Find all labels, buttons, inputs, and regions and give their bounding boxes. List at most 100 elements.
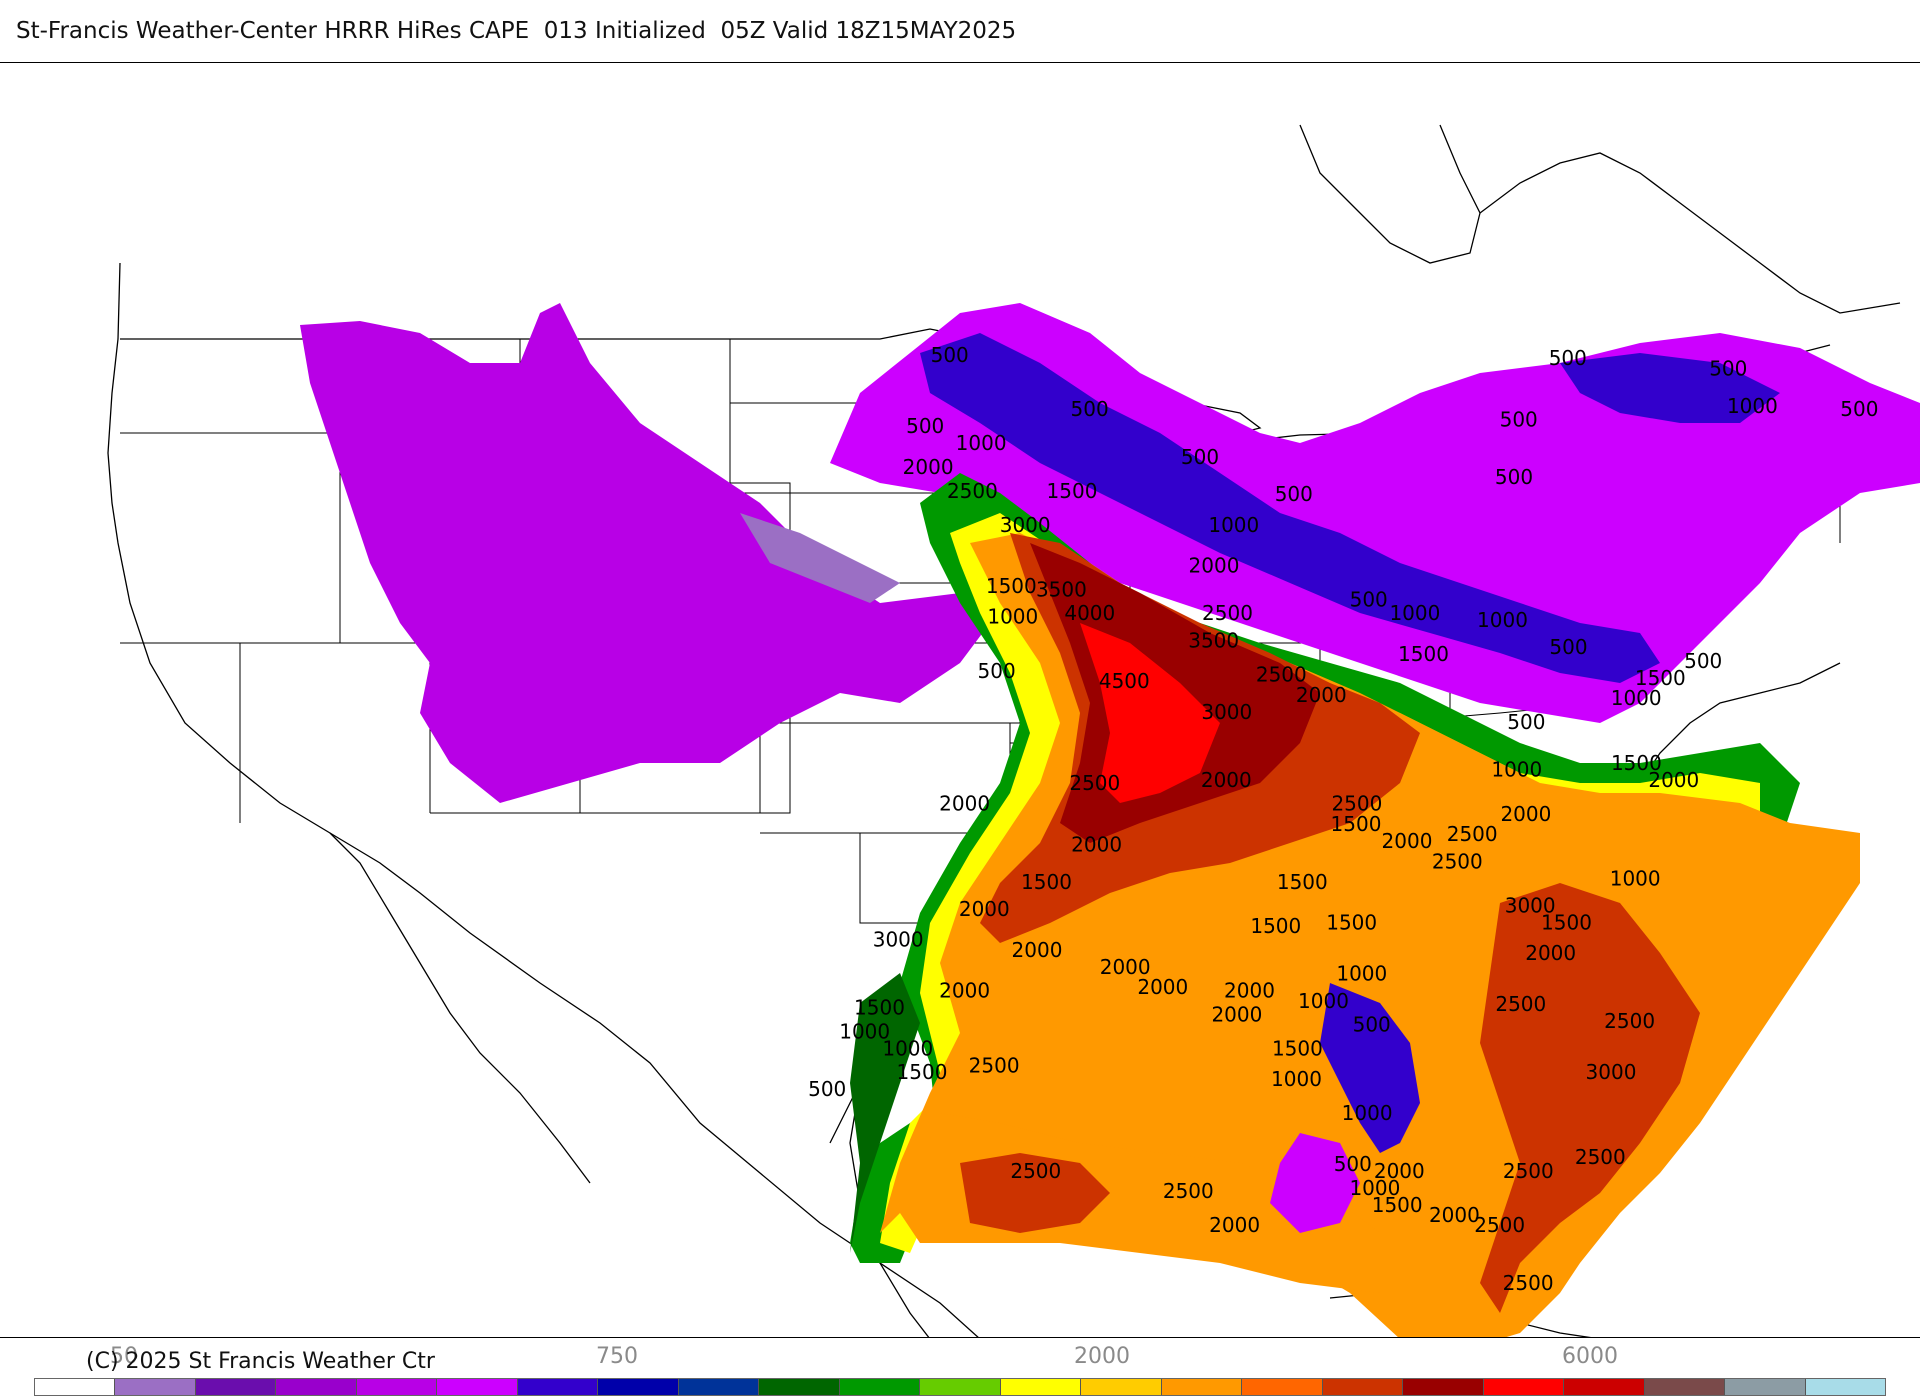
- map-title: St-Francis Weather-Center HRRR HiRes CAP…: [16, 18, 1017, 44]
- colorbar-swatch: [1242, 1379, 1323, 1395]
- contour-label: 500: [1495, 465, 1533, 489]
- contour-label: 500: [978, 659, 1016, 683]
- contour-label: 1500: [897, 1060, 948, 1084]
- contour-label: 2000: [1012, 938, 1063, 962]
- contour-label: 2500: [1575, 1145, 1626, 1169]
- contour-label: 3500: [1036, 577, 1087, 601]
- contour-label: 500: [1500, 407, 1538, 431]
- contour-label: 3000: [1505, 894, 1556, 918]
- contour-label: 2000: [1201, 768, 1252, 792]
- cape-region-north-blue: [920, 333, 1660, 683]
- colorbar-swatch: [839, 1379, 921, 1395]
- baja-peninsula: [329, 832, 591, 1184]
- contour-label: 3000: [1201, 700, 1252, 724]
- contour-label: 2000: [1296, 683, 1347, 707]
- colorbar-swatch: [1564, 1379, 1645, 1395]
- contour-label: 2000: [1648, 768, 1699, 792]
- contour-label: 2500: [969, 1053, 1020, 1077]
- contour-label: 2000: [1100, 955, 1151, 979]
- colorbar-swatch: [115, 1379, 196, 1395]
- contour-label: 500: [1350, 588, 1388, 612]
- contour-label: 1500: [1021, 870, 1072, 894]
- cape-region-red: [1080, 623, 1220, 803]
- contour-label: 3000: [1000, 513, 1051, 537]
- cape-region-east-brown: [1480, 883, 1700, 1313]
- contour-label: 1000: [1336, 962, 1387, 986]
- cape-region-gulf-brown: [960, 1153, 1110, 1233]
- contour-label: 2000: [1189, 554, 1240, 578]
- legend-tick-label: 50: [110, 1344, 138, 1369]
- contour-label: 500: [931, 343, 969, 367]
- contour-label: 3500: [1188, 628, 1239, 652]
- contour-label: 2000: [939, 792, 990, 816]
- contour-label: 2000: [1382, 829, 1433, 853]
- colorbar-swatch: [1000, 1379, 1082, 1395]
- contour-label: 1000: [1491, 758, 1542, 782]
- contour-label: 2500: [1432, 849, 1483, 873]
- contour-label: 2000: [1071, 832, 1122, 856]
- contour-label: 1500: [1326, 911, 1377, 935]
- contour-label: 2500: [1474, 1213, 1525, 1237]
- colorbar-swatch: [1403, 1379, 1484, 1395]
- colorbar-swatch: [759, 1379, 840, 1395]
- colorbar-swatch: [517, 1379, 599, 1395]
- contour-label: 1000: [839, 1019, 890, 1043]
- cape-region-west: [300, 303, 990, 803]
- colorbar-swatch: [437, 1379, 518, 1395]
- contour-label: 3000: [1586, 1060, 1637, 1084]
- contour-label: 500: [1549, 346, 1587, 370]
- contour-label: 2500: [1202, 601, 1253, 625]
- cape-region-west-light: [740, 513, 900, 603]
- colorbar-swatch: [35, 1379, 116, 1395]
- contour-label: 1500: [1611, 751, 1662, 775]
- contour-label: 1000: [956, 431, 1007, 455]
- contour-label: 500: [1709, 356, 1747, 380]
- colorbar-swatch: [1161, 1379, 1243, 1395]
- contour-label: 2500: [1604, 1009, 1655, 1033]
- contour-label: 1000: [882, 1036, 933, 1060]
- copyright-notice: (C) 2025 St Francis Weather Ctr: [86, 1349, 435, 1374]
- legend-tick-label: 750: [596, 1344, 638, 1369]
- contour-label: 500: [1071, 397, 1109, 421]
- contour-label: 1500: [986, 574, 1037, 598]
- contour-label: 1000: [1298, 989, 1349, 1013]
- contour-label: 2000: [1224, 979, 1275, 1003]
- contour-label: 1500: [1398, 642, 1449, 666]
- contour-label: 2000: [1429, 1203, 1480, 1227]
- contour-label: 2500: [1447, 822, 1498, 846]
- contour-label: 1500: [1250, 914, 1301, 938]
- colorbar-swatch: [920, 1379, 1001, 1395]
- contour-label: 1000: [1389, 601, 1440, 625]
- contour-label: 1500: [1635, 666, 1686, 690]
- contour-label: 2000: [1209, 1213, 1260, 1237]
- colorbar-swatch: [276, 1379, 357, 1395]
- contour-label: 2000: [959, 897, 1010, 921]
- contour-label: 500: [1507, 710, 1545, 734]
- contour-label: 2500: [1503, 1271, 1554, 1295]
- hudson-bay: [1299, 124, 1481, 264]
- quebec-coast: [1479, 152, 1901, 314]
- contour-label: 1000: [1727, 394, 1778, 418]
- contour-label: 1500: [854, 996, 905, 1020]
- contour-label: 2000: [939, 979, 990, 1003]
- contour-label: 2000: [1374, 1159, 1425, 1183]
- cape-colorbar: [34, 1378, 1886, 1396]
- contour-label: 3000: [873, 928, 924, 952]
- colorbar-swatch: [1322, 1379, 1404, 1395]
- contour-label: 2000: [903, 455, 954, 479]
- contour-label: 1500: [1331, 812, 1382, 836]
- contour-label: 500: [1275, 482, 1313, 506]
- contour-label: 2000: [1500, 802, 1551, 826]
- contour-label: 1000: [1271, 1067, 1322, 1091]
- contour-label: 500: [1684, 649, 1722, 673]
- contour-label: 1000: [1611, 686, 1662, 710]
- colorbar-swatch: [1483, 1379, 1565, 1395]
- contour-label: 1500: [1372, 1193, 1423, 1217]
- legend-tick-label: 2000: [1074, 1344, 1130, 1369]
- colorbar-swatch: [1725, 1379, 1806, 1395]
- colorbar-swatch: [195, 1379, 277, 1395]
- contour-label: 2500: [1069, 771, 1120, 795]
- colorbar-swatch: [1805, 1379, 1886, 1395]
